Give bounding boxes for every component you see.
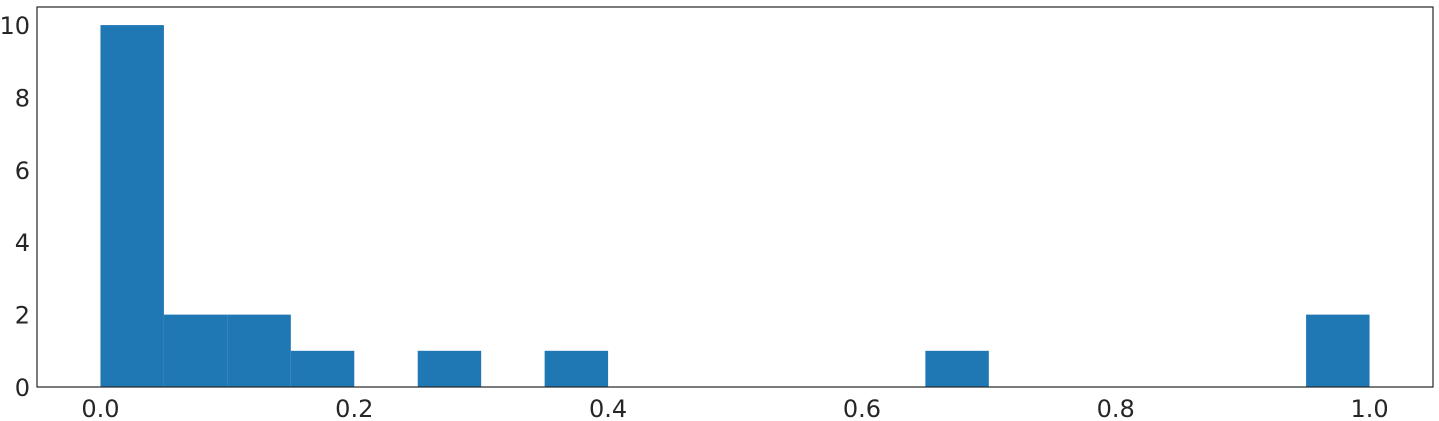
y-tick-label: 2 — [15, 302, 30, 330]
x-tick-label: 0.8 — [1097, 395, 1135, 421]
histogram-bar — [290, 350, 355, 387]
histogram-bar — [544, 350, 609, 387]
histogram-bar — [1306, 314, 1370, 387]
bars-group — [100, 25, 1370, 387]
x-tick-label: 1.0 — [1350, 395, 1388, 421]
y-tick-label: 0 — [15, 374, 30, 402]
y-tick-label: 8 — [15, 84, 30, 112]
y-tick-label: 6 — [15, 157, 30, 185]
y-tick-label: 4 — [15, 229, 30, 257]
x-tick-label: 0.4 — [589, 395, 627, 421]
histogram-bar — [925, 350, 989, 387]
y-tick-label: 10 — [0, 12, 30, 40]
y-tick-labels: 0 2 4 6 8 10 — [0, 12, 30, 402]
histogram-bar — [227, 314, 291, 387]
histogram-bar — [100, 25, 164, 387]
plot-frame — [36, 6, 1434, 388]
histogram-bar — [417, 350, 482, 387]
x-tick-label: 0.2 — [335, 395, 373, 421]
histogram-bar — [163, 314, 228, 387]
x-tick-label: 0.0 — [81, 395, 119, 421]
x-tick-label: 0.6 — [843, 395, 881, 421]
x-tick-labels: 0.0 0.2 0.4 0.6 0.8 1.0 — [81, 395, 1388, 421]
